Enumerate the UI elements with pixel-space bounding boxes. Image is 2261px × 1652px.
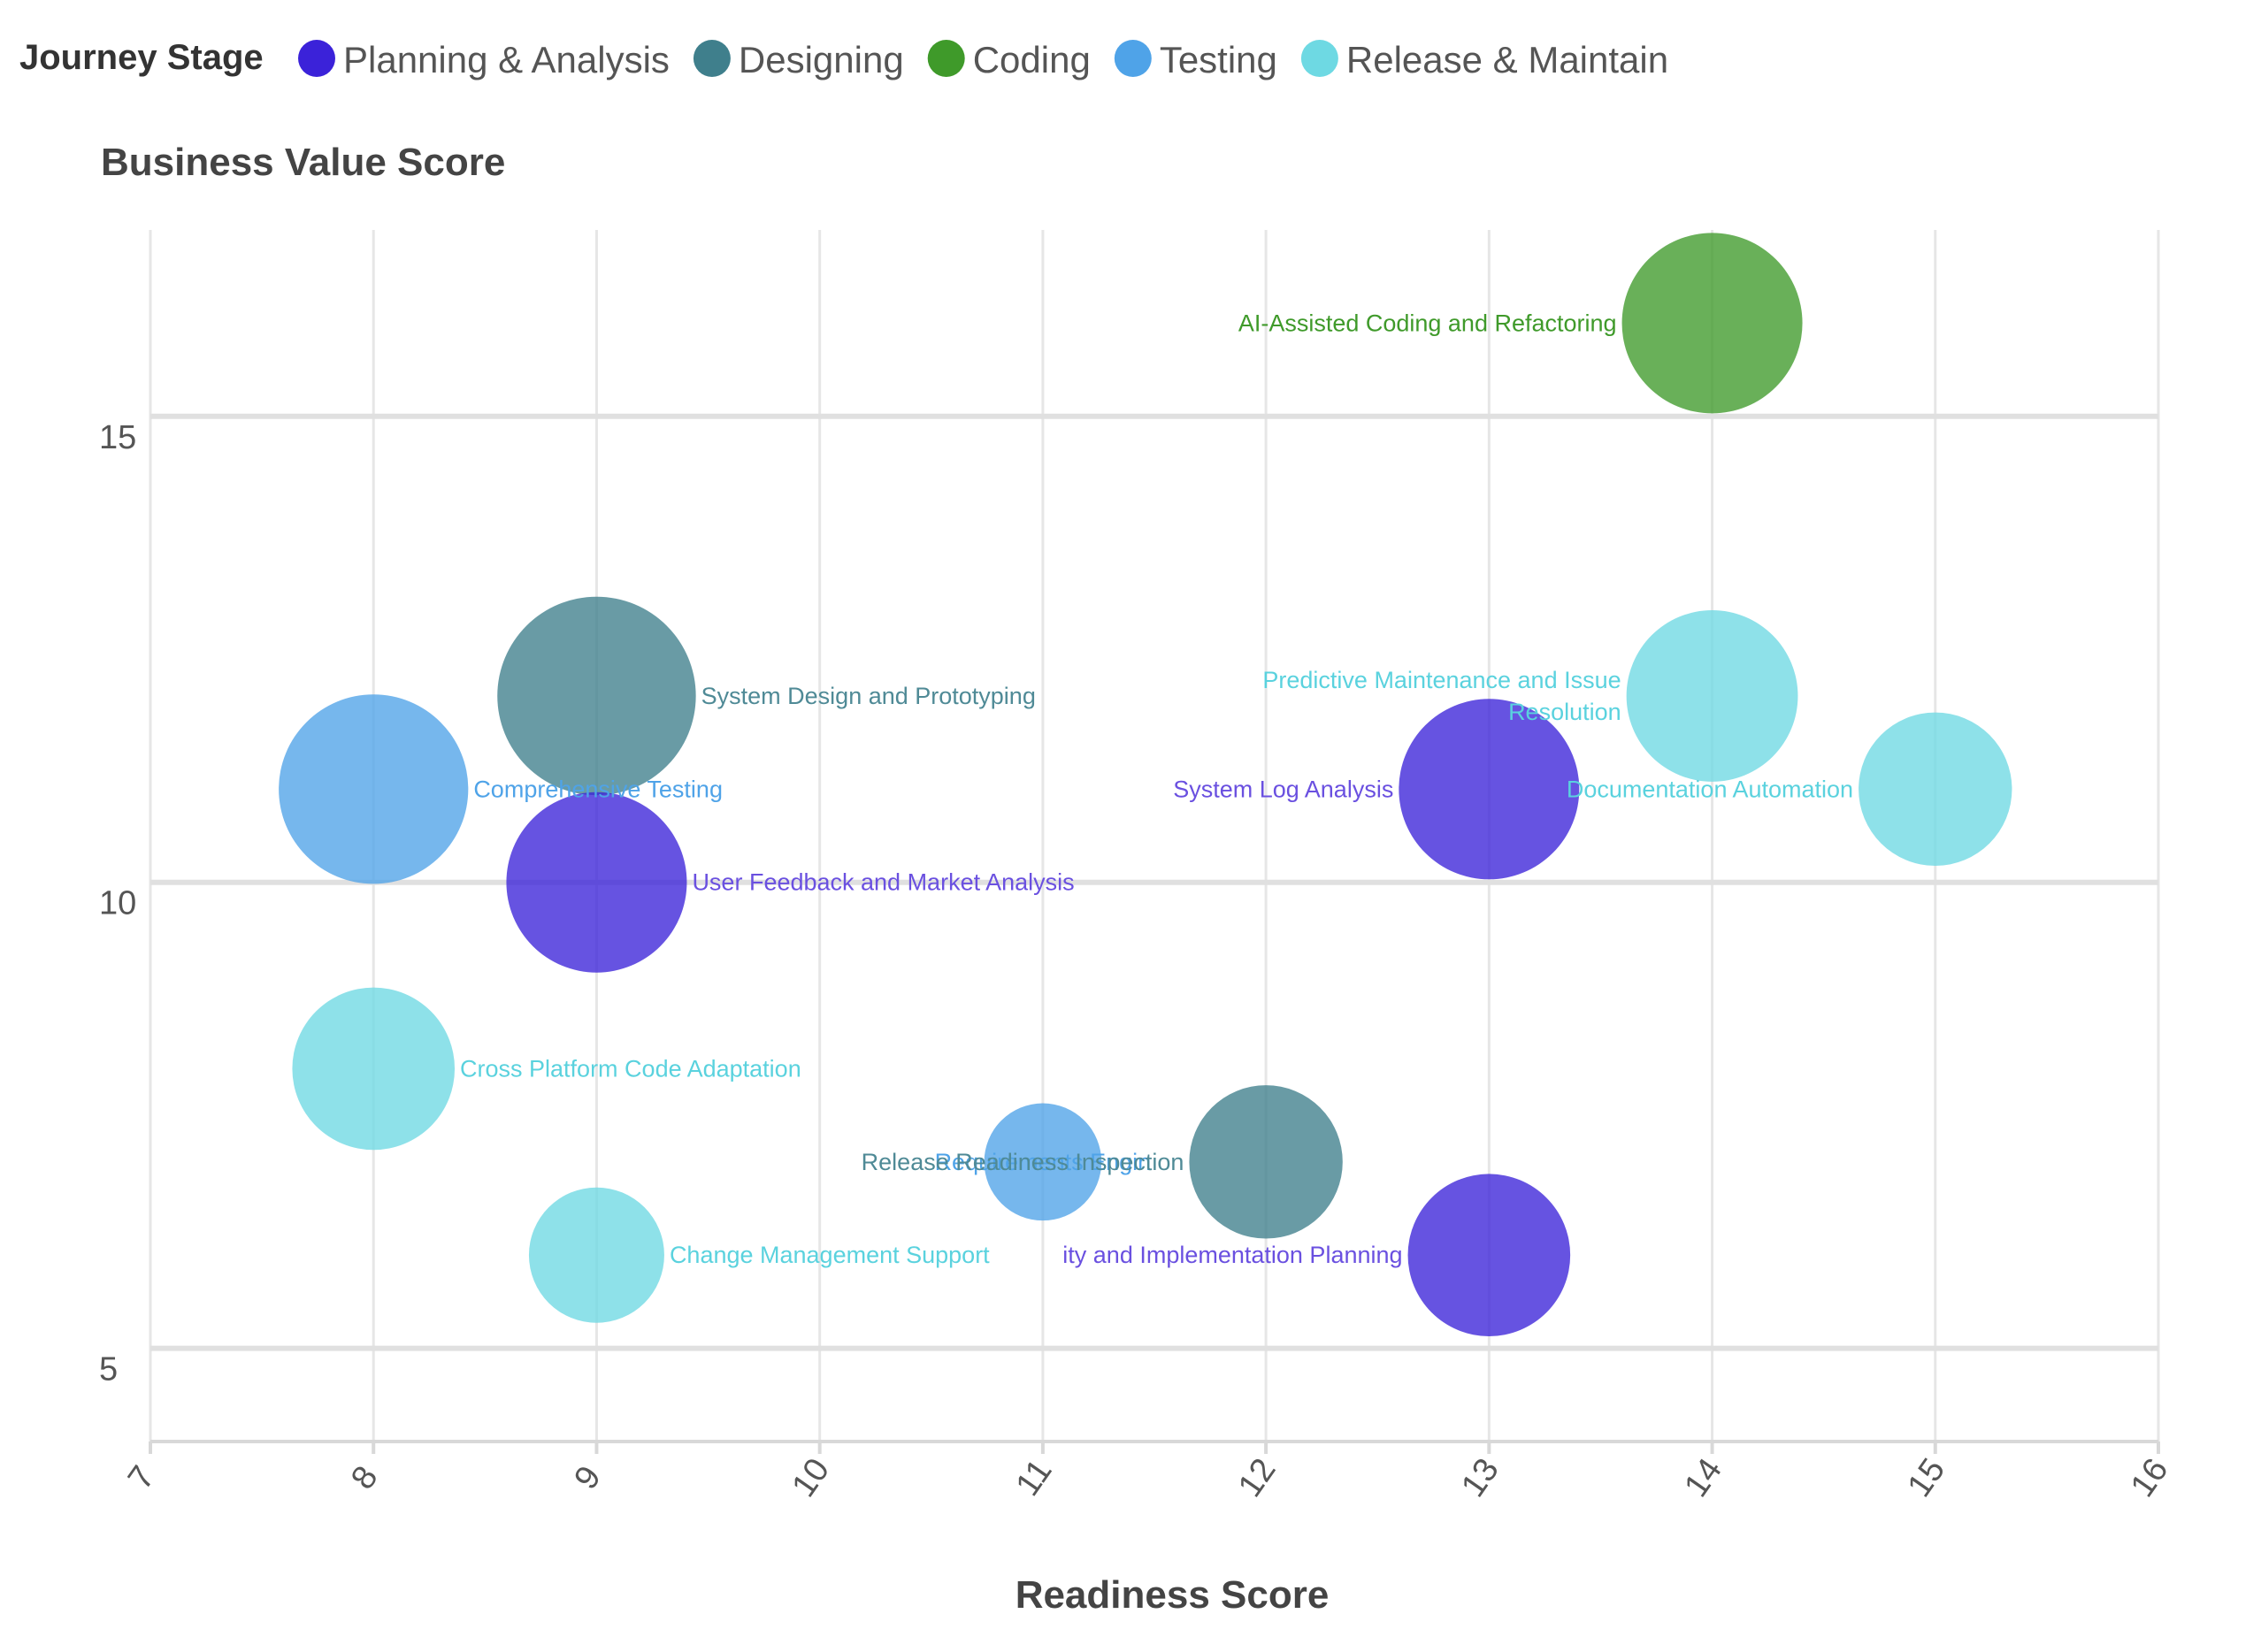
bubble-label: System Log Analysis <box>1173 776 1393 802</box>
legend-swatch <box>927 40 965 77</box>
y-axis-title: Business Value Score <box>101 141 505 184</box>
legend-title: Journey Stage <box>19 38 264 77</box>
bubble-labels: AI-Assisted Coding and Refactoring System… <box>460 310 1853 1268</box>
legend-label: Designing <box>739 39 904 80</box>
bubble-label: AI-Assisted Coding and Refactoring <box>1238 310 1617 336</box>
bubble-release-readiness-inspection[interactable] <box>1189 1085 1343 1239</box>
bubble-label: Predictive Maintenance and Issue <box>1262 667 1621 693</box>
y-tick-label: 5 <box>99 1351 118 1388</box>
bubbles <box>279 233 2012 1337</box>
bubble-label: Requirements Engin <box>935 1149 1152 1175</box>
legend-item-coding[interactable]: Coding <box>927 39 1091 80</box>
axes: 7 8 9 10 11 12 13 14 15 16 5 10 15 <box>99 419 2175 1504</box>
bubble-label: Change Management Support <box>670 1242 990 1268</box>
legend-item-testing[interactable]: Testing <box>1114 39 1277 80</box>
legend-label: Release & Maintain <box>1346 39 1668 80</box>
x-tick-label: 14 <box>1677 1452 1729 1504</box>
bubble-ai-assisted-coding-and-refactoring[interactable] <box>1621 233 1803 414</box>
x-tick-label: 7 <box>121 1459 163 1495</box>
bubble-label: Release Readiness Inspection <box>862 1149 1184 1175</box>
bubble-comprehensive-testing[interactable] <box>279 694 469 884</box>
bubble-label: System Design and Prototyping <box>701 683 1036 709</box>
y-tick-label: 15 <box>99 419 136 456</box>
legend-swatch <box>1300 40 1338 77</box>
bubble-documentation-automation[interactable] <box>1859 712 2012 867</box>
bubble-system-log-analysis[interactable] <box>1399 699 1580 880</box>
x-tick-label: 10 <box>786 1452 838 1504</box>
x-tick-label: 9 <box>567 1459 609 1495</box>
y-tick-label: 10 <box>99 885 136 922</box>
legend-item-release-maintain[interactable]: Release & Maintain <box>1300 39 1668 80</box>
legend-swatch <box>693 40 731 77</box>
x-tick-label: 8 <box>344 1459 386 1495</box>
bubble-user-feedback-and-market-analysis[interactable] <box>506 792 687 973</box>
bubble-ity-and-implementation-planning[interactable] <box>1407 1174 1571 1337</box>
x-tick-label: 13 <box>1454 1452 1506 1504</box>
bubble-label: Resolution <box>1508 699 1621 725</box>
grid <box>149 230 2160 1442</box>
bubble-requirements-engin[interactable] <box>984 1103 1102 1221</box>
bubble-label: Comprehensive Testing <box>473 776 723 802</box>
bubble-predictive-maintenance-and-issue-resolution[interactable] <box>1626 610 1798 782</box>
bubble-system-design-and-prototyping[interactable] <box>497 596 696 796</box>
bubble-label: User Feedback and Market Analysis <box>692 869 1074 896</box>
x-tick-label: 16 <box>2124 1452 2176 1504</box>
legend-label: Coding <box>973 39 1091 80</box>
legend-label: Planning & Analysis <box>343 39 670 80</box>
legend-swatch <box>298 40 335 77</box>
legend-item-designing[interactable]: Designing <box>693 39 904 80</box>
x-axis-title: Readiness Score <box>1016 1573 1330 1617</box>
bubble-cross-platform-code-adaptation[interactable] <box>292 987 456 1151</box>
legend-item-planning-analysis[interactable]: Planning & Analysis <box>298 39 670 80</box>
legend: Journey Stage Planning & Analysis Designi… <box>19 38 1668 80</box>
bubble-label: ity and Implementation Planning <box>1062 1242 1402 1268</box>
x-tick-label: 11 <box>1009 1453 1060 1503</box>
bubble-change-management-support[interactable] <box>528 1187 664 1323</box>
legend-label: Testing <box>1160 39 1277 80</box>
bubble-label: Cross Platform Code Adaptation <box>460 1055 801 1082</box>
x-tick-label: 15 <box>1901 1452 1953 1504</box>
bubble-label: Documentation Automation <box>1567 776 1853 802</box>
legend-swatch <box>1114 40 1152 77</box>
x-tick-label: 12 <box>1231 1452 1284 1504</box>
